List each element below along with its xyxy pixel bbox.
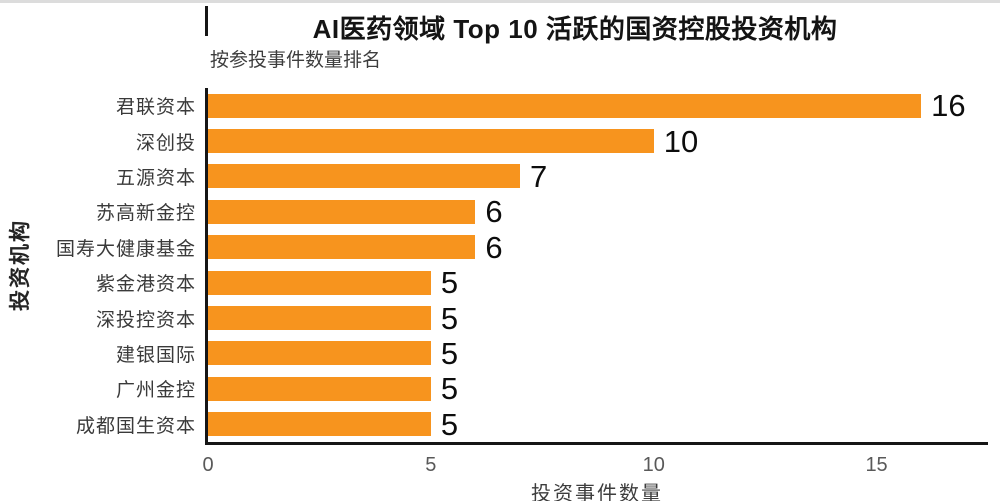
- top-edge-strip: [0, 0, 1000, 3]
- x-tick-label: 15: [865, 454, 888, 476]
- bar-row: 5: [208, 265, 988, 300]
- category-label: 国寿大健康基金: [55, 238, 196, 260]
- bar-row: 16: [208, 88, 988, 123]
- bar-row: 7: [208, 159, 988, 194]
- bar-row: 6: [208, 194, 988, 229]
- category-label: 君联资本: [115, 97, 196, 119]
- category-label: 五源资本: [115, 167, 196, 189]
- x-tick-label: 5: [425, 454, 437, 476]
- bar-row: 5: [208, 300, 988, 335]
- bar-6: [208, 270, 431, 295]
- bar-7: [208, 306, 431, 331]
- category-label: 深创投: [135, 132, 196, 154]
- chart-title: AI医药领域 Top 10 活跃的国资控股投资机构: [312, 14, 838, 44]
- bar-row: 6: [208, 230, 988, 265]
- x-axis-title: 投资事件数量: [531, 483, 663, 501]
- x-tick-label: 0: [202, 454, 214, 476]
- plot-area: 16 10 7 6 6 5 5 5 5 5 0 5 10 15: [202, 88, 988, 475]
- bar-value-label: 6: [485, 194, 503, 230]
- cursor-mark: [205, 6, 208, 36]
- bar-value-label: 5: [440, 335, 459, 371]
- bars-container: 16 10 7 6 6 5 5 5 5 5: [208, 88, 988, 442]
- bar-row: 5: [208, 407, 988, 442]
- category-label: 建银国际: [115, 344, 196, 366]
- chart-subtitle: 按参投事件数量排名: [210, 50, 382, 71]
- bar-value-label: 5: [440, 265, 459, 301]
- bar-value-label: 5: [440, 300, 459, 336]
- bar-value-label: 5: [440, 406, 459, 442]
- bar-row: 5: [208, 371, 988, 406]
- category-label: 紫金港资本: [95, 274, 196, 296]
- bar-3: [208, 164, 520, 189]
- bar-row: 10: [208, 123, 988, 158]
- x-tick-label: 10: [642, 454, 665, 476]
- category-label: 成都国生资本: [75, 415, 196, 437]
- category-label: 深投控资本: [95, 309, 196, 331]
- category-labels: 君联资本深创投五源资本苏高新金控国寿大健康基金紫金港资本深投控资本建银国际广州金…: [0, 88, 196, 442]
- bar-9: [208, 376, 431, 401]
- bar-8: [208, 341, 431, 366]
- bar-5: [208, 235, 476, 260]
- bar-value-label: 16: [931, 88, 966, 124]
- bar-value-label: 5: [440, 371, 459, 407]
- bar-1: [208, 93, 922, 118]
- bar-2: [208, 129, 654, 154]
- bar-value-label: 10: [663, 123, 699, 159]
- bar-10: [208, 412, 431, 437]
- bar-value-label: 6: [485, 229, 503, 265]
- bar-row: 5: [208, 336, 988, 371]
- category-label: 广州金控: [115, 380, 196, 402]
- bar-4: [208, 199, 476, 224]
- bar-value-label: 7: [530, 158, 548, 194]
- category-label: 苏高新金控: [95, 203, 196, 225]
